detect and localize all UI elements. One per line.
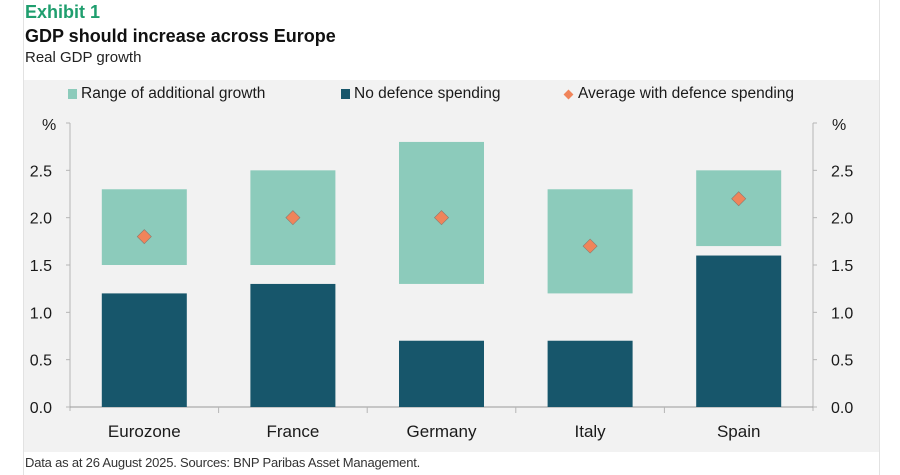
range-bar-eurozone (101, 189, 187, 265)
legend-label-average: Average with defence spending (578, 85, 795, 102)
average-marker-eurozone (136, 229, 152, 245)
y-tick-label-right: 0.5 (831, 353, 853, 370)
legend: Range of additional growth No defence sp… (0, 85, 900, 105)
exhibit-frame (23, 0, 880, 475)
y-tick-label-left: 1.0 (30, 305, 52, 322)
average-marker-france (285, 210, 301, 226)
legend-label-range: Range of additional growth (81, 85, 266, 102)
y-tick-label-left: 0.0 (30, 400, 52, 417)
y-tick-label-right: 0.0 (831, 400, 853, 417)
y-tick-label-right: 1.5 (831, 258, 853, 275)
y-tick-label-left: 1.5 (30, 258, 52, 275)
no-defence-bar-germany (399, 340, 484, 407)
average-marker-germany (434, 210, 449, 226)
y-tick-label-right: 1.0 (831, 305, 853, 322)
legend-label-no-defence: No defence spending (354, 85, 501, 102)
no-defence-bar-france (250, 283, 336, 407)
y-tick-label-left: 2.5 (30, 163, 52, 180)
chart-marks (101, 141, 782, 407)
no-defence-bar-italy (547, 340, 633, 407)
x-category-label: Germany (407, 422, 477, 441)
x-category-label: Italy (575, 422, 607, 441)
no-defence-bar-eurozone (101, 293, 187, 407)
legend-swatch-no-defence (341, 89, 350, 99)
chart-title: GDP should increase across Europe (25, 26, 336, 46)
average-marker-italy (582, 238, 598, 254)
legend-swatch-range (68, 89, 77, 99)
y-tick-label-left: 2.0 (30, 211, 52, 228)
y-axis-unit-right: % (832, 117, 846, 134)
no-defence-bar-spain (696, 255, 782, 407)
axes: 0.0 0.0 0.5 0.5 1.0 1.0 1.5 1.5 2.0 2.0 2.5 2.5 Euro… (30, 122, 853, 441)
y-tick-label-left: 0.5 (30, 353, 52, 370)
x-category-label: Eurozone (108, 422, 181, 441)
chart-subtitle: Real GDP growth (25, 49, 142, 66)
y-tick-label-right: 2.5 (831, 163, 853, 180)
footer-source-note: Data as at 26 August 2025. Sources: BNP … (25, 455, 421, 470)
legend-item-no-defence: No defence spending (341, 85, 501, 103)
legend-item-average: Average with defence spending (562, 85, 794, 103)
y-tick-label-right: 2.0 (831, 211, 853, 228)
exhibit-label: Exhibit 1 (25, 2, 101, 22)
range-bar-spain (696, 170, 782, 247)
average-marker-spain (731, 191, 747, 207)
legend-item-range: Range of additional growth (68, 85, 265, 103)
x-category-label: France (266, 422, 319, 441)
y-axis-unit-left: % (42, 117, 56, 134)
x-category-label: Spain (717, 422, 760, 441)
